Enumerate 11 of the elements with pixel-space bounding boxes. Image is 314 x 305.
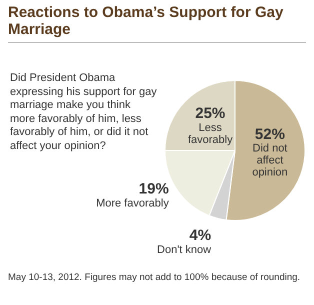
slice-label: More favorably — [96, 198, 170, 210]
slice-label: Don't know — [157, 244, 212, 256]
data-label: 19% — [138, 180, 169, 198]
slice-label: Less favorably — [188, 122, 234, 146]
chart-title: Reactions to Obama’s Support for Gay Marriage — [8, 4, 306, 43]
data-label: 4% — [189, 227, 212, 244]
text: Did President Obama expressing his support for gay marriage make you think more favorably of him, less favorably of him, or did it not affect your opinion? — [10, 72, 158, 153]
data-label: 52% — [254, 126, 285, 143]
text: May 10-13, 2012. Figures may not add to 100% because of rounding. — [8, 272, 302, 284]
data-label: 25% — [195, 104, 226, 122]
slice-label: Did not affect opinion — [252, 142, 288, 179]
